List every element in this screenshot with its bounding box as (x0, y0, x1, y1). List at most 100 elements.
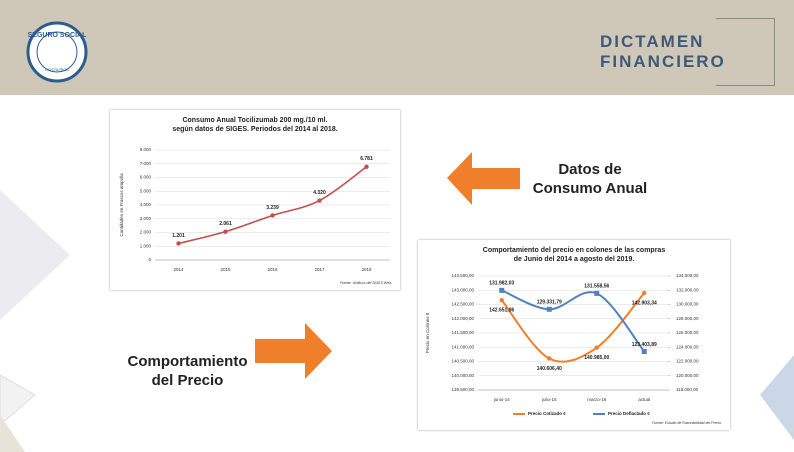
y-tick-label: 143.000,00 (451, 287, 474, 292)
point (641, 348, 647, 354)
arrow-left (447, 152, 520, 205)
value-label: 1.201 (172, 233, 185, 239)
y-tick-label: 140.500,00 (451, 359, 474, 364)
point (594, 345, 599, 350)
y-tick-label: 3.000 (140, 216, 152, 221)
label-line: Consumo Anual (532, 180, 648, 197)
legend-label: Precio Deflactado ¢ (608, 411, 650, 416)
value-label: 6.781 (360, 156, 373, 162)
x-tick-label: 2014 (173, 267, 184, 272)
chart-title: Comportamiento del precio en colones de … (483, 247, 666, 254)
y2-tick-label: 132.000,00 (676, 287, 699, 292)
value-label: 4.320 (313, 190, 326, 196)
decor (0, 152, 794, 452)
logo-text: SEGURO SOCIAL (28, 32, 87, 39)
y2-tick-label: 130.000,00 (676, 302, 699, 307)
y2-tick-label: 126.000,00 (676, 330, 699, 335)
logo-ring (26, 21, 88, 83)
y-axis-label: Precio en Colones ¢ (425, 312, 430, 353)
point (270, 213, 275, 218)
point (499, 287, 505, 293)
value-label: 131.558,56 (584, 284, 609, 290)
value-label: 131.982,03 (489, 281, 514, 287)
y-axis-label: Cantidades en Frascos ampolla (119, 173, 124, 237)
label-line: del Precio (151, 372, 224, 389)
precio-label: Comportamiento del Precio (110, 352, 265, 390)
decor-shape (0, 190, 70, 320)
header-frame (716, 18, 775, 86)
value-label: 129.331,79 (537, 300, 562, 306)
y2-tick-label: 134.000,00 (676, 273, 699, 278)
chart: Consumo Anual Tocilizumab 200 mg./10 ml.… (110, 110, 400, 290)
point (176, 241, 181, 246)
decor-shape (0, 415, 25, 452)
point (642, 290, 647, 296)
point (364, 164, 369, 169)
y-tick-label: 142.500,00 (451, 302, 474, 307)
chart-title: Consumo Anual Tocilizumab 200 mg./10 ml. (182, 117, 327, 124)
point (499, 297, 504, 303)
decor-shape (760, 355, 794, 440)
y-tick-label: 8.000 (140, 147, 152, 152)
legend-label: Precio Cotizado ¢ (528, 411, 566, 416)
y-tick-label: 142.000,00 (451, 316, 474, 321)
y-tick-label: 141.000,00 (451, 344, 474, 349)
value-label: 2.061 (219, 221, 232, 227)
x-tick-label: 2017 (314, 267, 325, 272)
y-tick-label: 143.500,00 (451, 273, 474, 278)
y2-tick-label: 118.000,00 (676, 387, 699, 392)
source-note: Fuente: Estudio de Razonabilidad del Pre… (652, 421, 722, 425)
y-tick-label: 141.500,00 (451, 330, 474, 335)
series-line (500, 292, 646, 363)
value-label: 142.651,96 (489, 307, 514, 313)
label-line: Comportamiento (127, 353, 248, 370)
decor-shape (0, 374, 36, 426)
series-line (501, 289, 646, 353)
x-tick-label: 2016 (267, 267, 278, 272)
x-tick-label: 2018 (361, 267, 372, 272)
y-tick-label: 5.000 (140, 188, 152, 193)
x-tick-label: julio-15 (541, 397, 557, 402)
value-label: 140.985,00 (584, 355, 609, 361)
y-tick-label: 4.000 (140, 202, 152, 207)
y2-tick-label: 122.000,00 (676, 359, 699, 364)
logo: SEGURO SOCIAL COSTA RICA (26, 21, 88, 83)
source-note: Fuente: Gráficos del SIGES Web. (340, 281, 392, 285)
logo-inner (36, 31, 78, 73)
y2-tick-label: 128.000,00 (676, 316, 699, 321)
x-tick-label: junio-14 (493, 397, 511, 402)
y-tick-label: 7.000 (140, 161, 152, 166)
point (546, 306, 552, 312)
chart: Comportamiento del precio en colones de … (418, 240, 730, 430)
label-line: Datos de (558, 161, 622, 178)
value-label: 123.403,89 (632, 342, 657, 348)
value-label: 140.606,40 (537, 366, 562, 372)
header-title-line: DICTAMEN (600, 32, 705, 51)
header-title: DICTAMEN FINANCIERO (600, 32, 726, 72)
y2-tick-label: 120.000,00 (676, 373, 699, 378)
chart-title: de Junio del 2014 a agosto del 2019. (514, 256, 635, 263)
value-label: 3.239 (266, 205, 279, 211)
logo-subtext: COSTA RICA (45, 67, 69, 72)
y-tick-label: 2.000 (140, 230, 152, 235)
x-tick-label: actual (638, 397, 650, 402)
consumo-label: Datos de Consumo Anual (515, 160, 665, 198)
value-label: 142.903,34 (632, 300, 657, 306)
x-tick-label: 2015 (220, 267, 231, 272)
y-tick-label: 140.000,00 (451, 373, 474, 378)
y-tick-label: 139.500,00 (451, 387, 474, 392)
y-tick-label: 0 (148, 257, 151, 262)
point (547, 356, 552, 361)
y-tick-label: 1.000 (140, 243, 152, 248)
y2-tick-label: 124.000,00 (676, 344, 699, 349)
header-title-line: FINANCIERO (600, 52, 726, 71)
point (317, 198, 322, 203)
y-tick-label: 6.000 (140, 175, 152, 180)
chart-title: según datos de SIGES. Periodos del 2014 … (172, 126, 337, 133)
point (223, 229, 228, 234)
header-band (0, 0, 794, 95)
point (594, 290, 600, 296)
x-tick-label: marzo-16 (587, 397, 607, 402)
arrow-right (255, 323, 332, 379)
